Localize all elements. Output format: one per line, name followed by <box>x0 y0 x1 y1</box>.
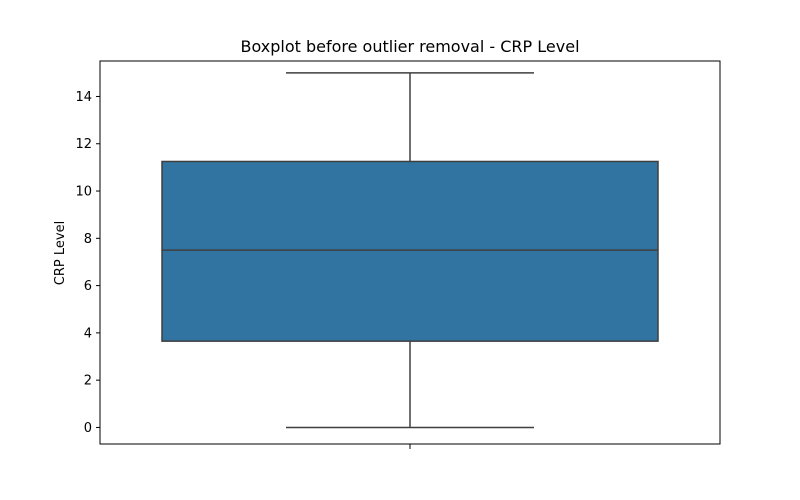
plot-area: 0 2 4 6 8 10 12 14 <box>75 60 721 449</box>
y-tick-label: 14 <box>75 90 92 105</box>
y-tick-label: 10 <box>75 185 92 200</box>
y-tick-label: 8 <box>84 232 92 247</box>
y-tick-label: 2 <box>84 374 92 389</box>
y-tick-label: 4 <box>84 326 92 341</box>
interquartile-box <box>161 160 659 342</box>
y-tick-label: 6 <box>84 279 92 294</box>
y-axis-label: CRP Level <box>53 221 68 285</box>
chart-title: Boxplot before outlier removal - CRP Lev… <box>240 37 579 56</box>
y-tick-label: 0 <box>84 421 92 436</box>
y-tick-label: 12 <box>75 137 92 152</box>
